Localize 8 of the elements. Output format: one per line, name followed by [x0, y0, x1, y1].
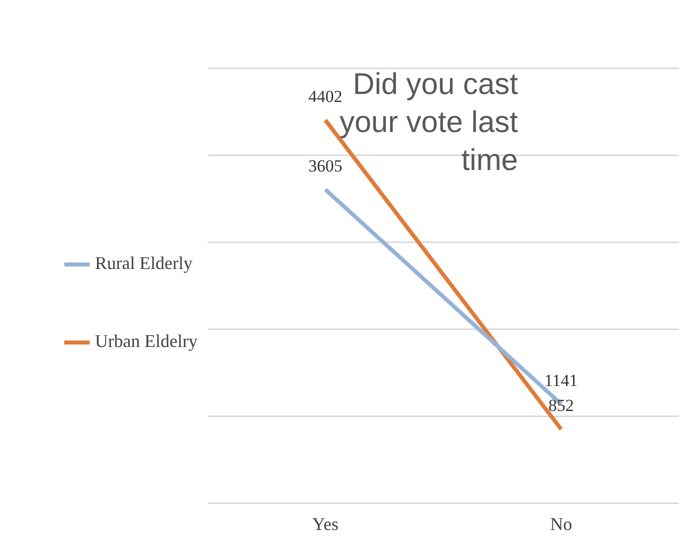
x-tick-label: No	[550, 514, 572, 534]
legend-label: Urban Eldelry	[95, 331, 198, 352]
x-tick-label: Yes	[312, 514, 338, 534]
legend-label: Rural Elderly	[95, 253, 192, 274]
data-label: 852	[548, 396, 574, 416]
data-label: 1141	[544, 371, 578, 390]
data-label: 3605	[308, 156, 342, 176]
data-label: 4402	[308, 87, 342, 106]
